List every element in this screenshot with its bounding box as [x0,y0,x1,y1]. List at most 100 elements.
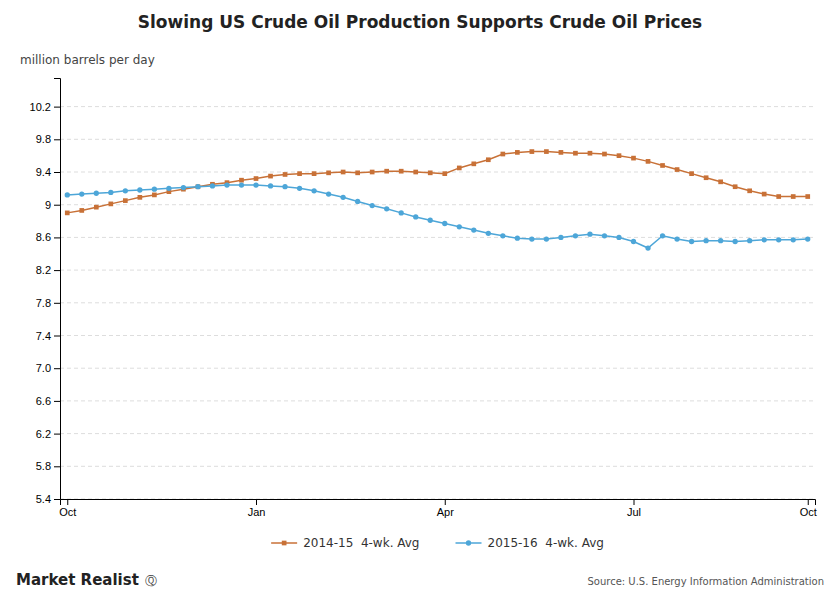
point [94,191,99,196]
y-tick-mark [54,139,60,140]
point [108,202,113,207]
legend-item: 2014-15 4-wk. Avg [271,536,419,550]
point [762,237,767,242]
grid-line [60,204,815,205]
point [428,218,433,223]
point [515,150,520,155]
grid-line [60,106,815,107]
point [137,187,142,192]
grid-line [60,400,815,401]
point [805,236,810,241]
point [79,191,84,196]
y-tick-label: 10.2 [30,101,51,113]
grid [60,107,815,499]
y-tick-label: 8.2 [36,264,51,276]
y-tick-mark [54,205,60,206]
point [457,224,462,229]
point [123,188,128,193]
y-tick-mark [54,336,60,337]
point [732,239,737,244]
y-axis-line [54,79,61,500]
y-tick-label: 7.0 [36,362,51,374]
watermark: Market Realist [16,571,139,589]
point [776,237,781,242]
point [282,184,287,189]
point [108,190,113,195]
y-tick: 7.8 [36,297,60,309]
x-tick-label: Oct [800,506,817,518]
point [471,227,476,232]
y-tick-label: 9 [45,199,51,211]
point [718,238,723,243]
y-tick: 5.8 [36,460,60,472]
point [486,157,491,162]
point [530,149,535,154]
series-line [67,152,807,213]
point [674,236,679,241]
x-tick: Oct [59,499,76,518]
point [413,170,418,175]
point [559,150,564,155]
y-tick-label: 6.6 [36,395,51,407]
y-tick-label: 7.8 [36,297,51,309]
grid-line [60,139,815,140]
point [195,184,200,189]
point [254,176,259,181]
point [573,233,578,238]
y-tick-mark [54,303,60,304]
point [617,153,622,158]
y-tick-mark [54,434,60,435]
y-tick-label: 9.8 [36,133,51,145]
point [471,161,476,166]
point [544,236,549,241]
y-tick-mark [54,237,60,238]
point [587,231,592,236]
point [311,188,316,193]
point [500,233,505,238]
y-tick-label: 5.4 [36,493,51,505]
point [181,185,186,190]
x-tick: Oct [800,499,817,518]
point [645,245,650,250]
y-tick-label: 5.8 [36,460,51,472]
point [704,175,709,180]
y-axis-label: million barrels per day [20,53,155,67]
point [413,214,418,219]
point [660,233,665,238]
legend-label: 2014-15 4-wk. Avg [303,536,419,550]
point [573,151,578,156]
grid-line [60,302,815,303]
point [747,188,752,193]
y-tick: 7.4 [36,330,60,342]
point [355,170,360,175]
point [268,174,273,179]
point [370,203,375,208]
point [529,236,534,241]
point [689,171,694,176]
chart: 5.45.86.26.67.07.47.88.28.699.49.810.2Oc… [0,0,840,599]
point [79,208,84,213]
x-tick-label: Jul [627,506,641,518]
point [152,193,157,198]
y-axis: 5.45.86.26.67.07.47.88.28.699.49.810.2 [30,79,61,506]
point [588,151,593,156]
point [631,239,636,244]
y-tick: 5.4 [36,493,60,505]
y-tick: 9.8 [36,133,60,145]
point [399,210,404,215]
x-tick-mark [634,499,635,505]
y-tick-label: 9.4 [36,166,51,178]
point [747,238,752,243]
point [312,171,317,176]
point [297,186,302,191]
point [500,152,505,157]
y-tick-mark [54,107,60,108]
point [370,170,375,175]
y-tick-mark [54,499,60,500]
x-tick-label: Apr [437,506,454,518]
point [239,178,244,183]
point [384,169,389,174]
x-tick: Apr [437,499,454,518]
y-tick-label: 6.2 [36,428,51,440]
point [457,166,462,171]
